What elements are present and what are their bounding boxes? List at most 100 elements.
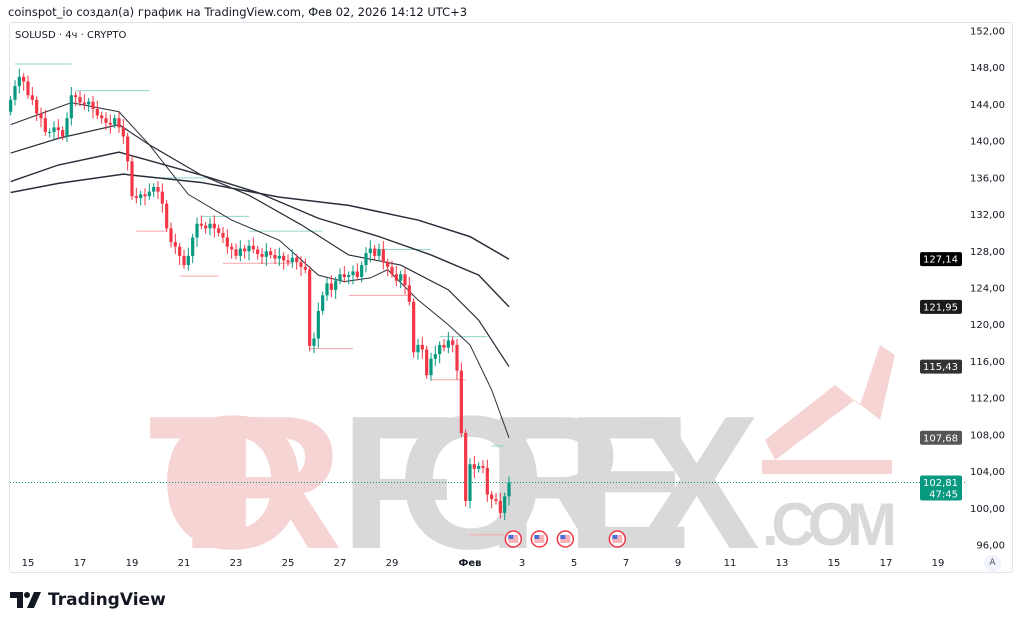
candle-body <box>56 127 60 131</box>
candle-body <box>342 274 346 277</box>
watermark-underline <box>762 460 892 474</box>
symbol-label: SOLUSD · 4ч · CRYPTO <box>15 30 127 41</box>
time-tick: 29 <box>386 558 399 569</box>
candle-body <box>485 467 489 495</box>
candle-body <box>186 255 190 266</box>
candle <box>130 155 134 200</box>
candle-body <box>455 344 459 371</box>
last-price-badge <box>920 475 962 501</box>
candle <box>277 247 281 266</box>
candle <box>494 493 498 505</box>
candle <box>256 245 260 260</box>
candle <box>472 455 476 478</box>
candle-body <box>113 118 117 125</box>
price-tick: 104,00 <box>970 467 1005 478</box>
candle <box>39 107 43 128</box>
candle <box>74 91 78 107</box>
candle-body <box>399 274 403 281</box>
tradingview-logo[interactable]: TradingView <box>10 590 166 610</box>
price-tick: 140,00 <box>970 137 1005 148</box>
candle <box>17 68 21 94</box>
us-flag-canton <box>534 535 540 539</box>
candle <box>195 217 199 247</box>
candle-body <box>351 271 355 276</box>
brand-name: TradingView <box>48 590 166 610</box>
candle-body <box>316 310 320 339</box>
economic-event-icon <box>556 530 575 548</box>
moving-average-4 <box>10 173 510 260</box>
us-flag-canton <box>612 535 618 539</box>
candle-body <box>195 223 199 238</box>
candle-body <box>152 187 156 192</box>
candle <box>212 215 216 238</box>
candle <box>490 490 494 509</box>
candle <box>394 265 398 287</box>
time-tick: 17 <box>74 558 87 569</box>
candle-body <box>91 101 95 110</box>
candle <box>91 95 95 119</box>
economic-event-icon <box>608 530 627 548</box>
candle-body <box>446 340 450 348</box>
candle-body <box>303 266 307 270</box>
candle <box>286 254 290 266</box>
watermark-arrow-icon <box>765 345 895 460</box>
candle <box>169 222 173 248</box>
price-tick: 120,00 <box>970 320 1005 331</box>
price-tick: 112,00 <box>970 394 1005 405</box>
candle <box>69 86 73 126</box>
candle-body <box>147 191 151 197</box>
candle <box>442 338 446 352</box>
candle <box>381 241 385 270</box>
candle <box>321 291 325 315</box>
candle-body <box>35 99 39 114</box>
candle-body <box>48 131 52 133</box>
candle <box>221 226 225 244</box>
time-tick: 21 <box>178 558 191 569</box>
time-tick: Фев <box>458 558 481 569</box>
candle <box>360 261 364 283</box>
price-tick: 152,00 <box>970 27 1005 38</box>
candle <box>433 345 437 367</box>
candle-body <box>407 285 411 302</box>
candle <box>121 119 125 144</box>
candle <box>243 244 247 259</box>
auto-scale-button[interactable]: A <box>984 555 1001 572</box>
candle <box>191 233 195 264</box>
price-tick: 100,00 <box>970 504 1005 515</box>
candle <box>329 275 333 298</box>
ma-value-label: 115,43 <box>923 362 958 373</box>
candle-body <box>412 301 416 353</box>
candle-body <box>420 344 424 350</box>
candle-body <box>256 249 260 255</box>
price-tick: 96,00 <box>976 541 1005 552</box>
time-tick: 13 <box>776 558 789 569</box>
candle <box>165 199 169 233</box>
candle-body <box>104 118 108 123</box>
ma-value-label: 107,68 <box>923 433 958 444</box>
candle-body <box>69 95 73 119</box>
candle <box>52 121 56 140</box>
time-tick: 3 <box>519 558 525 569</box>
candle <box>9 96 13 116</box>
candle <box>390 260 394 278</box>
candle-body <box>251 245 255 250</box>
candle <box>334 276 338 300</box>
candle <box>503 492 507 521</box>
candle-body <box>117 118 121 128</box>
tradingview-logo-icon <box>10 592 41 608</box>
price-tick: 128,00 <box>970 247 1005 258</box>
candle <box>251 237 255 254</box>
candle <box>290 249 294 268</box>
time-tick: 15 <box>828 558 841 569</box>
candle-body <box>230 246 234 250</box>
candle <box>139 190 143 206</box>
candle <box>481 460 485 474</box>
candle <box>56 119 60 140</box>
candle-body <box>459 370 463 434</box>
candle-body <box>334 280 338 290</box>
candle-body <box>277 255 281 259</box>
candle <box>26 75 30 99</box>
candle-body <box>30 95 34 100</box>
candle-body <box>425 349 429 376</box>
